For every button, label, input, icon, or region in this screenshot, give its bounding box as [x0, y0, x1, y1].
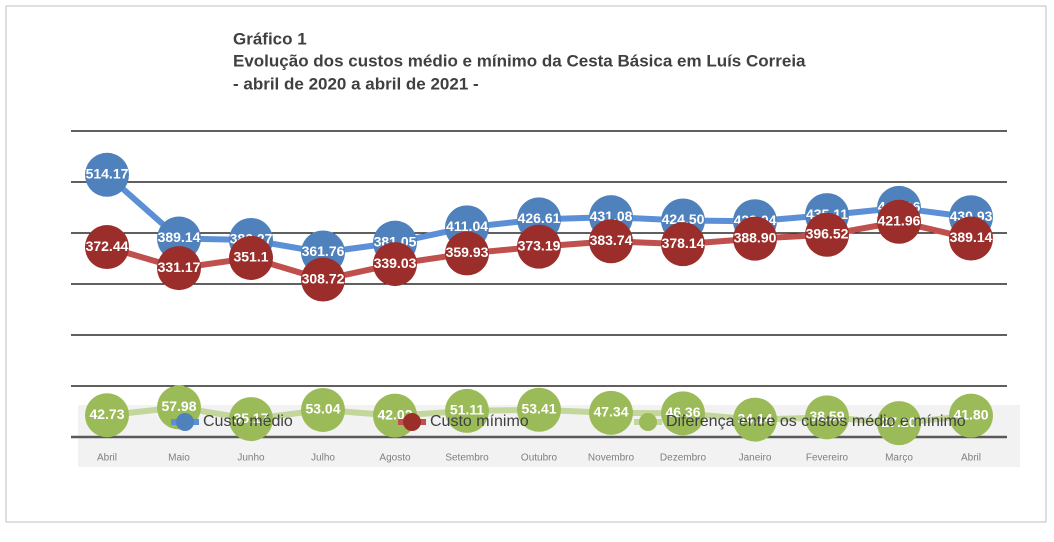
- chart-title: Gráfico 1: [233, 29, 307, 48]
- data-label: 51.11: [450, 402, 484, 418]
- legend-marker: [639, 413, 657, 431]
- data-point: [733, 216, 777, 261]
- data-point: [661, 222, 705, 267]
- data-point: [517, 224, 561, 269]
- data-point: [589, 390, 633, 435]
- data-label: 426.61: [518, 210, 561, 226]
- data-label: 331.17: [158, 259, 201, 275]
- chart-title: - abril de 2020 a abril de 2021 -: [233, 74, 479, 93]
- x-tick-label: Abril: [961, 453, 981, 464]
- data-point: [85, 152, 129, 197]
- data-label: 57.98: [161, 398, 196, 414]
- data-point: [445, 231, 489, 276]
- data-label: 514.17: [86, 165, 129, 181]
- data-label: 41.80: [953, 406, 988, 422]
- data-label: 424.50: [662, 211, 705, 227]
- data-label: 389.14: [158, 229, 201, 245]
- data-label: 372.44: [86, 238, 129, 254]
- x-tick-label: Novembro: [588, 453, 635, 464]
- data-label: 388.90: [734, 229, 777, 245]
- data-point: [517, 387, 561, 432]
- data-point: [877, 401, 921, 446]
- data-label: 383.74: [590, 232, 633, 248]
- data-label: 308.72: [302, 270, 345, 286]
- data-label: 431.08: [590, 208, 633, 224]
- data-label: 53.41: [521, 400, 556, 416]
- data-label: 38.59: [809, 408, 844, 424]
- data-point: [733, 397, 777, 442]
- x-tick-label: Março: [885, 453, 913, 464]
- data-point: [301, 387, 345, 432]
- legend-label: Custo mínimo: [430, 413, 529, 430]
- x-tick-label: Junho: [237, 453, 265, 464]
- data-point: [157, 246, 201, 291]
- data-label: 421.96: [878, 213, 921, 229]
- x-tick-label: Maio: [168, 453, 190, 464]
- data-point: [805, 395, 849, 440]
- x-tick-label: Abril: [97, 453, 117, 464]
- x-tick-label: Setembro: [445, 453, 489, 464]
- data-point: [373, 242, 417, 287]
- data-point: [445, 388, 489, 433]
- data-label: 339.03: [374, 255, 417, 271]
- legend-label: Diferença entre os custos médio e mínimo: [666, 413, 966, 430]
- data-label: 396.52: [806, 225, 849, 241]
- data-point: [229, 235, 273, 280]
- data-point: [589, 219, 633, 264]
- data-label: 351.1: [233, 249, 268, 265]
- data-point: [949, 216, 993, 261]
- data-label: 359.93: [446, 244, 489, 260]
- legend-marker: [176, 413, 194, 431]
- data-point: [229, 397, 273, 442]
- data-point: [85, 225, 129, 270]
- data-label: 53.04: [305, 401, 340, 417]
- data-label: 389.14: [950, 229, 993, 245]
- data-label: 27.20: [881, 414, 916, 430]
- data-point: [805, 212, 849, 257]
- data-label: 373.19: [518, 237, 561, 253]
- chart-title: Evolução dos custos médio e mínimo da Ce…: [233, 51, 806, 70]
- data-point: [877, 199, 921, 244]
- x-tick-label: Fevereiro: [806, 453, 849, 464]
- data-label: 35.17: [233, 410, 268, 426]
- data-label: 42.73: [89, 406, 124, 422]
- data-label: 361.76: [302, 243, 345, 259]
- data-label: 46.36: [665, 404, 700, 420]
- data-label: 411.04: [446, 218, 488, 234]
- x-tick-label: Janeiro: [739, 453, 772, 464]
- data-point: [85, 393, 129, 438]
- legend-label: Custo médio: [203, 413, 293, 430]
- data-label: 378.14: [662, 235, 705, 251]
- data-point: [301, 257, 345, 302]
- data-point: [949, 393, 993, 438]
- data-label: 34.14: [737, 410, 772, 426]
- legend-marker: [403, 413, 421, 431]
- data-point: [661, 391, 705, 436]
- x-tick-label: Agosto: [379, 453, 411, 464]
- x-tick-label: Julho: [311, 453, 335, 464]
- data-label: 47.34: [593, 404, 628, 420]
- x-tick-label: Dezembro: [660, 453, 707, 464]
- x-tick-label: Outubro: [521, 453, 558, 464]
